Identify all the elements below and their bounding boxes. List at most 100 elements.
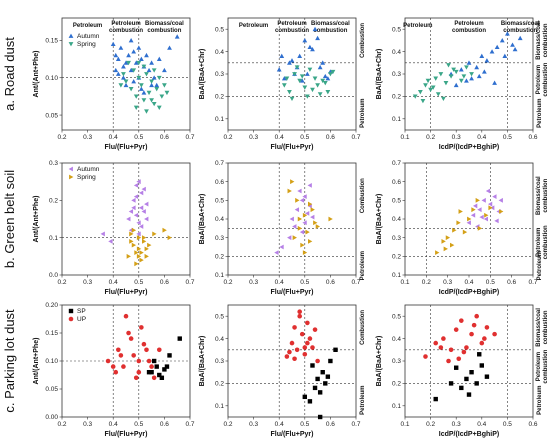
- data-point-up: [110, 364, 116, 369]
- x-tick-label: 0.6: [528, 421, 537, 428]
- zone-label: Petroleum: [537, 386, 543, 415]
- data-point-autumn: [322, 73, 328, 79]
- data-point-autumn: [133, 194, 139, 199]
- x-tick-label: 0.3: [249, 279, 258, 286]
- y-tick-label: 0.15: [45, 330, 58, 337]
- data-point-sp: [310, 363, 315, 368]
- x-tick-label: 0.4: [109, 421, 118, 428]
- data-point-spring: [445, 235, 451, 241]
- data-point-sp: [302, 394, 307, 400]
- data-point-autumn: [118, 45, 124, 50]
- y-tick-label: 0.3: [215, 358, 224, 365]
- data-point-spring: [162, 227, 167, 233]
- zone-label: Petroleum: [277, 21, 306, 27]
- data-point-autumn: [138, 190, 144, 196]
- panel-1-1: 0.2 0.3 0.4 0.5 0.6 0.70.10.20.30.40.50.60.7F…: [199, 160, 366, 296]
- data-point-autumn: [156, 56, 162, 61]
- panel-1-0: 0.2 0.3 0.4 0.5 0.6 0.7 0.0 0.1 0.2 0.3 Flu/(Flu+P…: [33, 160, 195, 296]
- zone-label: Biomass/coal: [536, 308, 542, 347]
- data-point-up: [116, 347, 121, 353]
- x-tick-label: 0.6: [160, 134, 169, 141]
- data-point-autumn: [279, 244, 284, 250]
- data-point-spring: [156, 105, 162, 110]
- data-point-spring: [133, 105, 139, 110]
- data-point-sp: [479, 363, 484, 368]
- data-point-sp: [154, 364, 159, 369]
- data-point-up: [315, 358, 320, 364]
- data-point-sp: [466, 392, 472, 397]
- data-point-autumn: [494, 218, 499, 224]
- y-tick-label: 0.6: [215, 179, 224, 186]
- x-tick-label: 0.2: [57, 279, 66, 286]
- data-point-up: [292, 325, 297, 330]
- data-point-up: [302, 345, 308, 350]
- zone-label: combustion: [503, 28, 537, 34]
- data-point-spring: [136, 246, 142, 252]
- x-tick-label: 0.2: [223, 421, 232, 428]
- data-point-sp: [149, 370, 154, 375]
- x-tick-label: 0.4: [464, 279, 473, 286]
- data-point-spring: [443, 81, 449, 86]
- x-tick-label: 0.6: [326, 421, 335, 428]
- y-tick-label: 0.15: [45, 38, 58, 45]
- data-point-spring: [308, 201, 313, 207]
- data-point-autumn: [510, 42, 515, 47]
- data-point-spring: [484, 212, 489, 218]
- data-point-spring: [139, 257, 144, 263]
- x-axis-label: Flu/(Flu+Pyr): [271, 431, 314, 438]
- x-tick-label: 0.4: [275, 134, 284, 141]
- data-point-sp: [464, 376, 469, 382]
- data-point-autumn: [310, 214, 315, 220]
- data-point-autumn: [292, 224, 297, 229]
- zone-label: Combustion: [360, 310, 366, 345]
- data-point-spring: [462, 229, 468, 235]
- data-point-autumn: [310, 46, 315, 52]
- x-axis-label: IcdP/(IcdP+BghiP): [439, 289, 499, 296]
- data-point-sp: [477, 352, 482, 357]
- data-point-autumn: [144, 201, 149, 207]
- data-point-up: [284, 354, 290, 359]
- data-point-autumn: [294, 207, 300, 213]
- data-point-autumn: [138, 205, 144, 211]
- data-point-autumn: [498, 197, 503, 203]
- data-point-autumn: [110, 41, 116, 47]
- y-tick-label: 0.3: [392, 71, 401, 78]
- data-point-spring: [281, 83, 287, 88]
- data-point-spring: [469, 72, 474, 77]
- data-point-up: [448, 347, 454, 353]
- data-point-up: [128, 336, 134, 341]
- data-point-autumn: [494, 44, 500, 50]
- data-point-autumn: [464, 78, 469, 83]
- data-point-autumn: [154, 82, 160, 88]
- data-point-spring: [294, 65, 300, 70]
- zone-label: combustion: [452, 28, 486, 34]
- zone-label: combustion: [313, 28, 347, 34]
- data-point-spring: [292, 72, 297, 77]
- data-point-spring: [453, 69, 459, 75]
- data-point-spring: [448, 74, 454, 79]
- zone-label: combustion: [109, 28, 143, 34]
- y-tick-label: 0.5: [215, 313, 224, 320]
- data-point-spring: [154, 87, 160, 92]
- data-point-spring: [300, 242, 305, 248]
- data-point-spring: [144, 72, 149, 77]
- data-point-spring: [136, 75, 142, 81]
- x-tick-label: 0.6: [326, 134, 335, 141]
- y-tick-label: 0.00: [45, 414, 58, 421]
- data-point-up: [126, 330, 131, 336]
- data-point-spring: [315, 224, 320, 229]
- x-tick-label: 0.1: [400, 279, 409, 286]
- data-point-spring: [452, 227, 457, 233]
- y-tick-label: 0.2: [392, 381, 401, 388]
- data-point-up: [141, 341, 147, 347]
- x-tick-label: 0.6: [160, 421, 169, 428]
- x-tick-label: 0.3: [83, 279, 92, 286]
- data-point-up: [294, 347, 300, 353]
- data-point-spring: [133, 94, 139, 99]
- y-tick-label: 0.3: [392, 235, 401, 242]
- data-point-up: [433, 340, 439, 346]
- data-point-spring: [315, 83, 320, 88]
- plot-frame: [61, 162, 191, 276]
- data-point-spring: [450, 242, 455, 248]
- data-point-up: [289, 340, 295, 346]
